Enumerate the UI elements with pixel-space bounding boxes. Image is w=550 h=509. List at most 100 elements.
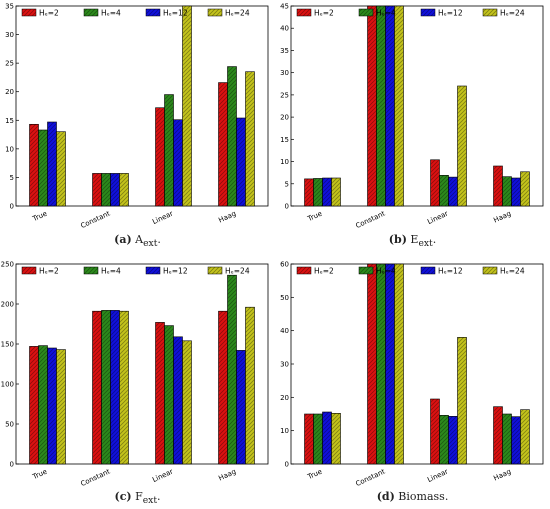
legend-label: Hₑ=12 <box>438 9 463 18</box>
bar-true-3 <box>56 349 66 465</box>
bar-constant-2 <box>110 310 120 465</box>
legend-swatch <box>145 8 161 17</box>
caption-d: (d) Biomass. <box>275 490 550 506</box>
bar-constant-0 <box>92 173 102 207</box>
legend-swatch <box>83 266 99 275</box>
caption-c: (c) Fext. <box>0 490 275 506</box>
y-tick-label: 30 <box>280 361 289 369</box>
caption-end: . <box>432 233 437 246</box>
y-tick-label: 50 <box>280 294 289 302</box>
chart-panel-a: 0 5 10 15 20 25 30 35 True Constant Linear Haag Hₑ=2… <box>5 3 269 230</box>
bar-linear-1 <box>164 325 174 465</box>
bar-true-2 <box>322 177 332 207</box>
caption-a: (a) Aext. <box>0 233 275 249</box>
x-tick-label: Haag <box>217 210 237 225</box>
y-tick-label: 40 <box>280 327 289 335</box>
y-tick-label: 15 <box>5 117 14 125</box>
bar-linear-3 <box>182 5 192 207</box>
bar-constant-0 <box>92 310 102 465</box>
legend-label: Hₑ=4 <box>376 267 396 276</box>
bar-true-2 <box>47 121 57 207</box>
bar-haag-3 <box>245 306 255 465</box>
bar-linear-1 <box>439 415 449 465</box>
bar-haag-1 <box>502 176 512 207</box>
legend-swatch <box>207 8 223 17</box>
y-tick-label: 100 <box>1 381 14 389</box>
bar-linear-0 <box>155 107 165 207</box>
bar-linear-0 <box>430 159 440 207</box>
x-tick-label: Constant <box>79 209 111 230</box>
chart-panel-c: 0 50 100 150 200 250 True Constant Linear Haag Hₑ=… <box>1 261 269 488</box>
bar-haag-0 <box>493 406 503 465</box>
legend-swatch <box>296 8 312 17</box>
bar-true-0 <box>29 123 39 207</box>
legend-label: Hₑ=24 <box>225 267 250 276</box>
legend-label: Hₑ=2 <box>39 9 59 18</box>
bar-constant-3 <box>119 310 129 465</box>
y-tick-label: 20 <box>280 114 289 122</box>
legend-swatch <box>420 266 436 275</box>
bar-constant-1 <box>376 5 386 207</box>
bar-true-0 <box>304 413 314 465</box>
bar-true-2 <box>322 411 332 465</box>
x-tick-label: Haag <box>492 468 512 483</box>
y-tick-label: 30 <box>280 69 289 77</box>
bar-constant-3 <box>394 5 404 207</box>
bar-constant-2 <box>385 263 395 465</box>
plot-frame <box>290 5 544 207</box>
bar-haag-2 <box>236 350 246 465</box>
legend-swatch <box>358 8 374 17</box>
caption-end: . <box>157 233 161 246</box>
y-tick-label: 5 <box>10 174 14 182</box>
legend-swatch <box>482 8 498 17</box>
x-tick-label: Constant <box>354 209 386 230</box>
y-tick-label: 0 <box>10 461 14 469</box>
caption-letter: (b) <box>388 233 407 246</box>
bar-haag-1 <box>502 413 512 465</box>
y-tick-label: 60 <box>280 261 289 269</box>
bar-haag-0 <box>493 165 503 207</box>
legend-swatch <box>145 266 161 275</box>
bar-true-3 <box>56 131 66 207</box>
legend-swatch <box>420 8 436 17</box>
bar-true-0 <box>29 346 39 465</box>
y-tick-label: 40 <box>280 25 289 33</box>
legend-label: Hₑ=12 <box>163 267 188 276</box>
x-tick-label: Constant <box>79 467 111 488</box>
bar-true-0 <box>304 178 314 207</box>
bar-constant-0 <box>367 5 377 207</box>
y-tick-label: 15 <box>280 136 289 144</box>
legend-swatch <box>83 8 99 17</box>
bar-haag-0 <box>218 310 228 465</box>
bar-constant-2 <box>110 173 120 207</box>
legend-label: Hₑ=2 <box>314 267 334 276</box>
legend-label: Hₑ=4 <box>376 9 396 18</box>
legend: Hₑ=2 Hₑ=4 Hₑ=12 Hₑ=24 <box>21 266 250 276</box>
y-tick-label: 20 <box>280 394 289 402</box>
bar-haag-2 <box>511 416 521 465</box>
bar-constant-3 <box>119 173 129 207</box>
y-tick-label: 30 <box>5 31 14 39</box>
caption-b: (b) Eext. <box>275 233 550 249</box>
legend-swatch <box>21 8 37 17</box>
bar-linear-3 <box>457 337 467 465</box>
caption-end: . <box>157 490 161 503</box>
bar-linear-2 <box>173 119 183 207</box>
y-tick-label: 0 <box>285 203 289 211</box>
caption-letter: (d) <box>376 490 395 503</box>
y-tick-label: 5 <box>285 180 289 188</box>
bar-true-1 <box>313 413 323 465</box>
y-tick-label: 35 <box>280 47 289 55</box>
bar-linear-1 <box>439 175 449 207</box>
y-tick-label: 25 <box>280 91 289 99</box>
legend-swatch <box>21 266 37 275</box>
caption-text: E <box>410 233 419 246</box>
y-tick-label: 0 <box>285 461 289 469</box>
legend-swatch <box>207 266 223 275</box>
bar-linear-3 <box>182 340 192 465</box>
x-tick-label: Haag <box>217 468 237 483</box>
bar-linear-3 <box>457 85 467 207</box>
x-tick-label: Linear <box>426 468 449 484</box>
caption-text: A <box>135 233 144 246</box>
